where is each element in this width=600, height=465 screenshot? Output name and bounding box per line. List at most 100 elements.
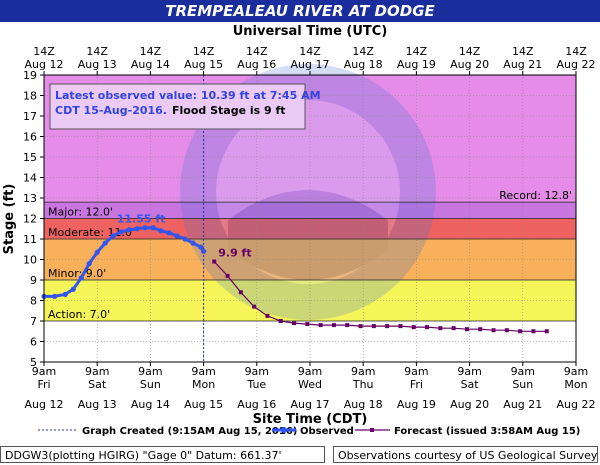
top-tick-hour: 14Z (512, 45, 534, 58)
observed-note-flood-stage: Flood Stage is 9 ft (172, 104, 286, 117)
bottom-tick-time: 9am (191, 365, 215, 378)
top-tick-hour: 14Z (459, 45, 481, 58)
bottom-tick-date: Aug 17 (291, 398, 330, 411)
bottom-tick-date: Aug 19 (397, 398, 436, 411)
forecast-point (358, 324, 363, 329)
bottom-tick-time: 9am (245, 365, 269, 378)
series-group: 11.55 ft 9.9 ft (41, 75, 549, 362)
bottom-tick-day: Tue (246, 378, 266, 391)
top-tick-date: Aug 12 (25, 58, 64, 71)
observed-point (78, 275, 84, 281)
y-tick-label: 14 (23, 172, 37, 185)
x-axis-title: Site Time (CDT) (253, 412, 368, 427)
legend: Graph Created (9:15AM Aug 15, 2016) Obser… (38, 426, 580, 437)
bottom-tick-time: 9am (457, 365, 481, 378)
bottom-tick-time: 9am (32, 365, 56, 378)
forecast-point (212, 259, 217, 264)
stage-label: Major: 12.0' (48, 206, 113, 219)
y-tick-label: 11 (23, 233, 37, 246)
observed-point (52, 293, 58, 299)
bottom-tick-time: 9am (511, 365, 535, 378)
y-tick-label: 6 (30, 336, 37, 349)
observed-point (102, 240, 108, 246)
bottom-tick-date: Aug 12 (25, 398, 64, 411)
bottom-tick-time: 9am (564, 365, 588, 378)
stage-label: Record: 12.8' (499, 189, 572, 202)
y-tick-label: 9 (30, 274, 37, 287)
observed-point (110, 233, 116, 239)
forecast-point (385, 324, 390, 329)
forecast-point (345, 323, 350, 328)
observed-point (118, 229, 124, 235)
bottom-tick-day: Fri (410, 378, 423, 391)
observed-note-box: Latest observed value: 10.39 ft at 7:45 … (49, 83, 321, 130)
observed-note-line2: CDT 15-Aug-2016. Flood Stage is 9 ft (55, 104, 286, 117)
top-tick-hour: 14Z (193, 45, 215, 58)
y-tick-label: 15 (23, 151, 37, 164)
flood-stage-lines: Record: 12.8'Major: 12.0'Moderate: 11.0'… (44, 189, 576, 322)
observed-point (142, 225, 148, 231)
y-tick-label: 5 (30, 356, 37, 369)
forecast-point (265, 313, 270, 318)
forecast-point (278, 319, 283, 323)
bottom-tick-day: Wed (298, 378, 322, 391)
forecast-point (411, 325, 416, 330)
bottom-tick-date: Aug 16 (237, 398, 276, 411)
observed-point (158, 228, 164, 234)
top-tick-date: Aug 13 (78, 58, 117, 71)
observed-point (70, 286, 76, 292)
forecast-point (238, 290, 243, 295)
observed-note-line1: Latest observed value: 10.39 ft at 7:45 … (55, 89, 321, 102)
observed-point (174, 233, 180, 239)
top-tick-hour: 14Z (299, 45, 321, 58)
y-tick-label: 17 (23, 110, 37, 123)
top-tick-date: Aug 21 (503, 58, 542, 71)
bottom-tick-time: 9am (85, 365, 109, 378)
y-tick-label: 13 (23, 192, 37, 205)
forecast-point (478, 327, 483, 332)
legend-forecast-label: Forecast (issued 3:58AM Aug 15) (394, 426, 580, 437)
bottom-tick-day: Sun (512, 378, 533, 391)
observed-point (94, 249, 100, 255)
forecast-start-label: 9.9 ft (218, 247, 251, 260)
forecast-point (398, 324, 403, 329)
y-tick-label: 7 (30, 315, 37, 328)
observed-point (86, 261, 92, 267)
bottom-tick-day: Thu (352, 378, 374, 391)
courtesy-footer: Observations courtesy of US Geological S… (333, 446, 598, 463)
bottom-tick-date: Aug 20 (450, 398, 489, 411)
bottom-tick-time: 9am (298, 365, 322, 378)
observed-point (62, 291, 68, 297)
forecast-point (318, 323, 323, 328)
top-tick-hour: 14Z (86, 45, 108, 58)
forecast-point (305, 322, 310, 327)
top-tick-date: Aug 18 (344, 58, 383, 71)
bottom-tick-date: Aug 13 (78, 398, 117, 411)
bottom-tick-date: Aug 18 (344, 398, 383, 411)
observed-point (198, 244, 204, 250)
forecast-point (518, 329, 523, 334)
top-axis-title: Universal Time (UTC) (233, 24, 388, 39)
top-tick-date: Aug 15 (184, 58, 223, 71)
datum-footer: DDGW3(plotting HGIRG) "Gage 0" Datum: 66… (0, 446, 325, 463)
observed-point (190, 240, 196, 246)
y-tick-label: 19 (23, 69, 37, 82)
observed-point (166, 230, 172, 236)
forecast-point (464, 327, 469, 332)
top-tick-date: Aug 20 (450, 58, 489, 71)
forecast-point (331, 323, 336, 328)
forecast-point (438, 326, 443, 331)
observed-point (134, 226, 140, 232)
observed-point (126, 227, 132, 233)
forecast-point (544, 329, 549, 334)
forecast-point (491, 328, 496, 333)
y-tick-label: 16 (23, 131, 37, 144)
y-tick-label: 18 (23, 90, 37, 103)
bottom-tick-date: Aug 14 (131, 398, 170, 411)
forecast-point (225, 273, 230, 278)
bottom-tick-day: Sat (461, 378, 480, 391)
bottom-tick-time: 9am (138, 365, 162, 378)
forecast-point (252, 304, 257, 309)
bottom-tick-date: Aug 21 (503, 398, 542, 411)
